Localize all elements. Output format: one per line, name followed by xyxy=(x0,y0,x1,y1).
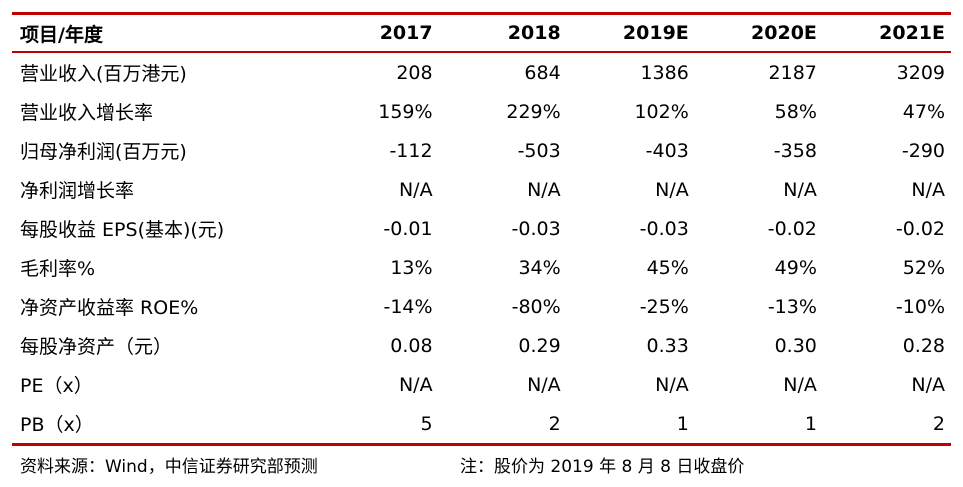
table-body: 营业收入(百万港元) 208 684 1386 2187 3209 营业收入增长率 159% 2… xyxy=(12,53,951,443)
row-label: 营业收入(百万港元) xyxy=(20,63,187,85)
row-value: 1386 xyxy=(640,61,689,84)
row-value: -25% xyxy=(639,295,689,318)
row-value: N/A xyxy=(398,178,433,201)
table-row: 每股净资产（元） 0.08 0.29 0.33 0.30 0.28 xyxy=(12,326,951,365)
row-value: N/A xyxy=(527,178,561,201)
row-value: 684 xyxy=(524,61,561,84)
row-label: PB（x） xyxy=(20,414,94,436)
row-label: 净利润增长率 xyxy=(20,180,135,202)
header-year: 2017 xyxy=(379,22,433,44)
table-header-row: 项目/年度 2017 2018 2019E 2020E 2021E xyxy=(12,15,951,51)
row-value: 52% xyxy=(902,256,946,279)
row-value: 13% xyxy=(390,256,433,279)
row-label: 每股收益 EPS(基本)(元) xyxy=(20,219,225,241)
row-label: 净资产收益率 ROE% xyxy=(20,297,199,319)
row-label: 每股净资产（元） xyxy=(20,336,173,358)
row-value: 102% xyxy=(634,100,689,123)
row-value: N/A xyxy=(911,373,946,396)
row-value: 58% xyxy=(774,100,817,123)
row-value: 2 xyxy=(548,412,561,435)
row-value: 0.30 xyxy=(774,334,817,357)
row-label: 毛利率% xyxy=(20,258,96,280)
row-value: -112 xyxy=(389,139,433,162)
row-value: -290 xyxy=(901,139,946,162)
row-value: -358 xyxy=(773,139,817,162)
header-year: 2018 xyxy=(507,22,561,44)
header-label: 项目/年度 xyxy=(20,23,103,46)
row-value: -13% xyxy=(767,295,817,318)
table-row: 净资产收益率 ROE% -14% -80% -25% -13% -10% xyxy=(12,287,951,326)
row-value: -0.02 xyxy=(767,217,817,240)
header-year: 2021E xyxy=(879,22,946,44)
row-value: N/A xyxy=(398,373,433,396)
row-value: N/A xyxy=(655,178,689,201)
row-label: PE（x） xyxy=(20,375,93,397)
table-row: 净利润增长率 N/A N/A N/A N/A N/A xyxy=(12,170,951,209)
row-value: 229% xyxy=(506,100,561,123)
table-row: PB（x） 5 2 1 1 2 xyxy=(12,404,951,443)
row-value: 0.28 xyxy=(902,334,946,357)
row-value: N/A xyxy=(655,373,689,396)
row-value: -14% xyxy=(383,295,433,318)
table-row: 营业收入(百万港元) 208 684 1386 2187 3209 xyxy=(12,53,951,92)
table-row: 毛利率% 13% 34% 45% 49% 52% xyxy=(12,248,951,287)
row-value: -0.02 xyxy=(895,217,946,240)
table-row: 归母净利润(百万元) -112 -503 -403 -358 -290 xyxy=(12,131,951,170)
price-date-note: 注：股价为 2019 年 8 月 8 日收盘价 xyxy=(460,457,745,477)
row-value: 0.29 xyxy=(518,334,561,357)
row-value: -0.03 xyxy=(511,217,561,240)
row-value: -0.01 xyxy=(383,217,433,240)
row-value: -503 xyxy=(517,139,561,162)
row-value: 47% xyxy=(902,100,946,123)
row-value: -403 xyxy=(645,139,689,162)
table-row: 每股收益 EPS(基本)(元) -0.01 -0.03 -0.03 -0.02 -0.02 xyxy=(12,209,951,248)
header-year: 2019E xyxy=(622,22,689,44)
row-label: 营业收入增长率 xyxy=(20,102,154,124)
financial-forecast-table: 项目/年度 2017 2018 2019E 2020E 2021E 营业收入(百… xyxy=(12,12,951,446)
row-label: 归母净利润(百万元) xyxy=(20,141,187,163)
row-value: 208 xyxy=(396,61,433,84)
row-value: -10% xyxy=(895,295,946,318)
table-footer: 资料来源：Wind，中信证券研究部预测 注：股价为 2019 年 8 月 8 日… xyxy=(12,452,951,477)
row-value: 0.08 xyxy=(390,334,433,357)
row-value: N/A xyxy=(527,373,561,396)
row-value: 5 xyxy=(420,412,433,435)
row-value: -0.03 xyxy=(639,217,689,240)
row-value: 0.33 xyxy=(646,334,689,357)
source-note: 资料来源：Wind，中信证券研究部预测 xyxy=(20,457,318,477)
table-bottom-rule xyxy=(12,443,951,446)
row-value: 3209 xyxy=(896,61,946,84)
row-value: 34% xyxy=(518,256,561,279)
table-row: PE（x） N/A N/A N/A N/A N/A xyxy=(12,365,951,404)
row-value: 49% xyxy=(774,256,817,279)
row-value: 159% xyxy=(378,100,433,123)
row-value: 1 xyxy=(804,412,817,435)
row-value: 45% xyxy=(646,256,689,279)
row-value: 2 xyxy=(932,412,946,435)
table-row: 营业收入增长率 159% 229% 102% 58% 47% xyxy=(12,92,951,131)
header-year: 2020E xyxy=(751,22,817,44)
row-value: 2187 xyxy=(768,61,817,84)
row-value: N/A xyxy=(911,178,946,201)
row-value: N/A xyxy=(783,178,817,201)
table-header-rule xyxy=(12,51,951,53)
table-top-rule xyxy=(12,12,951,15)
row-value: 1 xyxy=(676,412,689,435)
row-value: -80% xyxy=(511,295,561,318)
row-value: N/A xyxy=(783,373,817,396)
